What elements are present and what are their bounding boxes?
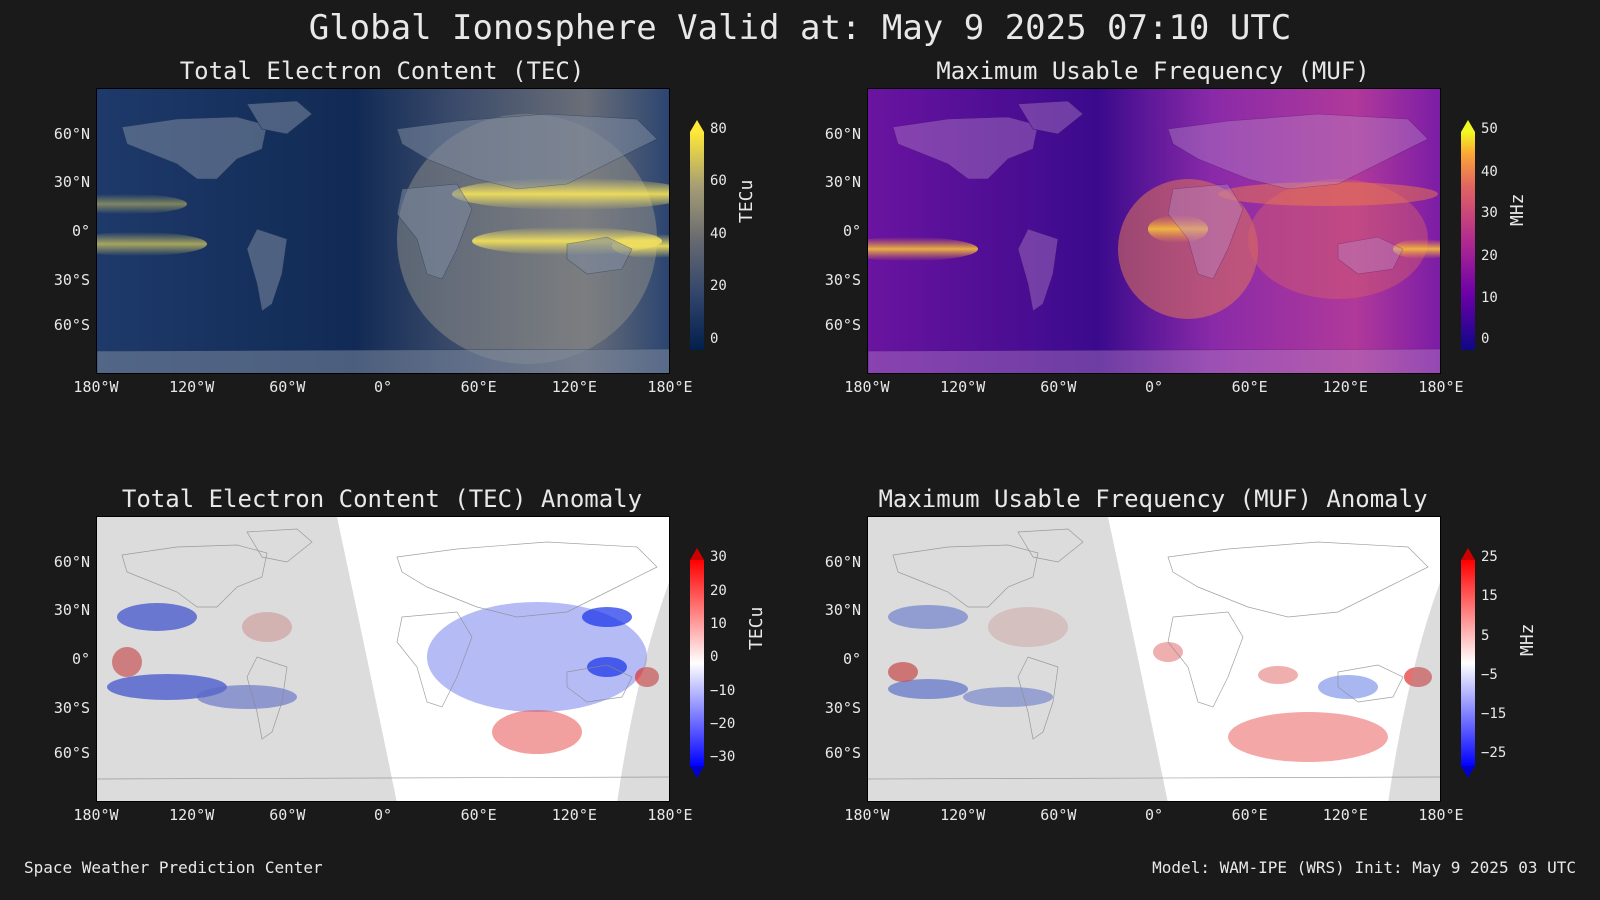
footer-right: Model: WAM-IPE (WRS) Init: May 9 2025 03… bbox=[1152, 858, 1576, 877]
panel-title: Maximum Usable Frequency (MUF) Anomaly bbox=[878, 485, 1428, 513]
lat-tick: 0° bbox=[71, 650, 90, 668]
muf-map[interactable] bbox=[867, 88, 1441, 374]
lon-tick: 120°W bbox=[169, 806, 215, 824]
lon-tick: 120°E bbox=[1322, 806, 1368, 824]
lon-tick: 0° bbox=[1144, 806, 1164, 824]
lon-tick: 120°E bbox=[551, 806, 597, 824]
tec-map[interactable] bbox=[96, 88, 670, 374]
lat-tick: 0° bbox=[842, 650, 861, 668]
lon-tick: 180°E bbox=[647, 378, 693, 396]
lat-tick: 30°N bbox=[53, 601, 90, 620]
colorbar-tick: 20 bbox=[710, 582, 727, 599]
colorbar-tick: −15 bbox=[1481, 705, 1507, 722]
colorbar-tick: 0 bbox=[710, 649, 719, 666]
main-title: Global Ionosphere Valid at: May 9 2025 0… bbox=[308, 8, 1292, 48]
lat-tick: 0° bbox=[71, 222, 90, 240]
lon-tick: 0° bbox=[373, 806, 393, 824]
lat-tick: 30°S bbox=[53, 698, 90, 717]
colorbar-tick: −30 bbox=[710, 749, 736, 766]
colorbar-label: MHz bbox=[1507, 193, 1528, 226]
lat-tick: 60°N bbox=[53, 552, 90, 571]
colorbar-tick: −5 bbox=[1481, 666, 1498, 683]
tec-anomaly-map[interactable] bbox=[96, 516, 670, 802]
lon-tick: 60°E bbox=[1231, 806, 1268, 824]
lon-tick: 180°W bbox=[844, 806, 890, 824]
lon-tick: 180°W bbox=[844, 378, 890, 396]
lon-tick: 120°W bbox=[940, 806, 986, 824]
lon-tick: 180°E bbox=[647, 806, 693, 824]
lat-tick: 0° bbox=[842, 222, 861, 240]
lon-tick: 0° bbox=[373, 378, 393, 396]
colorbar-tick: 50 bbox=[1481, 121, 1498, 138]
muf-anomaly-map[interactable] bbox=[867, 516, 1441, 802]
lon-tick: 120°W bbox=[169, 378, 215, 396]
lat-tick: 60°S bbox=[53, 744, 90, 763]
colorbar-tick: 15 bbox=[1481, 588, 1498, 605]
colorbar-tick: 0 bbox=[710, 330, 719, 347]
lat-tick: 60°S bbox=[53, 316, 90, 335]
lon-tick: 60°W bbox=[1040, 806, 1077, 824]
colorbar-tick: 10 bbox=[710, 616, 727, 633]
lon-tick: 60°W bbox=[1040, 378, 1077, 396]
colorbar-tick: 60 bbox=[710, 173, 727, 190]
lat-tick: 60°S bbox=[824, 744, 861, 763]
lat-tick: 60°N bbox=[824, 552, 861, 571]
colorbar-tick: 0 bbox=[1481, 330, 1490, 347]
lon-tick: 0° bbox=[1144, 378, 1164, 396]
colorbar-tick: −10 bbox=[710, 682, 736, 699]
lon-tick: 180°E bbox=[1418, 378, 1464, 396]
lon-tick: 180°W bbox=[73, 806, 119, 824]
colorbar-tick: 5 bbox=[1481, 627, 1490, 644]
lat-tick: 30°N bbox=[824, 173, 861, 192]
lon-tick: 180°E bbox=[1418, 806, 1464, 824]
colorbar-tick: 30 bbox=[710, 549, 727, 566]
lat-tick: 30°S bbox=[824, 270, 861, 289]
lat-tick: 60°N bbox=[824, 124, 861, 143]
colorbar-tick: 80 bbox=[710, 121, 727, 138]
colorbar-tick: −25 bbox=[1481, 744, 1507, 761]
lon-tick: 180°W bbox=[73, 378, 119, 396]
lon-tick: 60°W bbox=[269, 378, 306, 396]
footer-left: Space Weather Prediction Center bbox=[24, 858, 323, 877]
colorbar-tick: 20 bbox=[710, 277, 727, 294]
panel-title: Total Electron Content (TEC) bbox=[179, 57, 585, 85]
lon-tick: 60°E bbox=[460, 378, 497, 396]
colorbar-label: TECu bbox=[746, 606, 767, 650]
lon-tick: 120°E bbox=[551, 378, 597, 396]
lat-tick: 30°N bbox=[53, 173, 90, 192]
colorbar-label: MHz bbox=[1517, 623, 1538, 656]
colorbar-tick: −20 bbox=[710, 716, 736, 733]
colorbar-tick: 10 bbox=[1481, 290, 1498, 307]
lat-tick: 30°S bbox=[824, 698, 861, 717]
colorbar-label: TECu bbox=[736, 179, 757, 223]
colorbar-tick: 40 bbox=[1481, 163, 1498, 180]
lat-tick: 60°S bbox=[824, 316, 861, 335]
colorbar-tick: 20 bbox=[1481, 247, 1498, 264]
panel-title: Maximum Usable Frequency (MUF) bbox=[936, 57, 1370, 85]
lon-tick: 120°E bbox=[1322, 378, 1368, 396]
colorbar-tick: 40 bbox=[710, 226, 727, 242]
panel-title: Total Electron Content (TEC) Anomaly bbox=[121, 485, 643, 513]
lat-tick: 30°N bbox=[824, 601, 861, 620]
lon-tick: 60°E bbox=[460, 806, 497, 824]
lon-tick: 120°W bbox=[940, 378, 986, 396]
colorbar-tick: 25 bbox=[1481, 549, 1498, 566]
lon-tick: 60°W bbox=[269, 806, 306, 824]
lat-tick: 30°S bbox=[53, 270, 90, 289]
lat-tick: 60°N bbox=[53, 124, 90, 143]
lon-tick: 60°E bbox=[1231, 378, 1268, 396]
colorbar-tick: 30 bbox=[1481, 205, 1498, 222]
